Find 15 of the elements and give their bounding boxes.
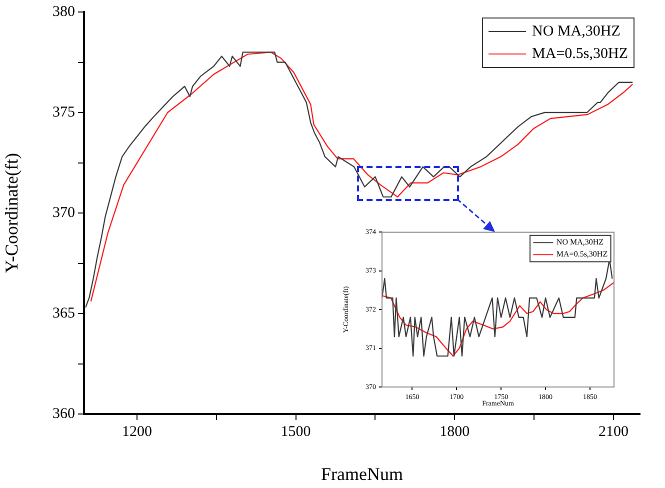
x-axis-title: FrameNum — [321, 464, 403, 484]
y-tick-label: 365 — [52, 305, 75, 322]
legend-label: MA=0.5s,30HZ — [532, 46, 628, 62]
y-tick-label: 360 — [52, 406, 75, 422]
legend-label: NO MA,30HZ — [532, 23, 620, 40]
y-tick-label: 375 — [52, 104, 75, 120]
y-axis-title: Y-Coordinate(ft) — [2, 153, 22, 273]
legend-label: MA=0.5s,30HZ — [556, 250, 608, 259]
x-tick-label: 2100 — [598, 424, 629, 440]
y-tick-label: 370 — [52, 204, 75, 221]
x-tick-label: 1500 — [280, 424, 311, 440]
y-tick-label: 380 — [52, 4, 75, 20]
x-tick-label: 1800 — [440, 424, 470, 440]
legend-label: NO MA,30HZ — [556, 238, 604, 247]
x-tick-label: 1200 — [122, 424, 152, 440]
